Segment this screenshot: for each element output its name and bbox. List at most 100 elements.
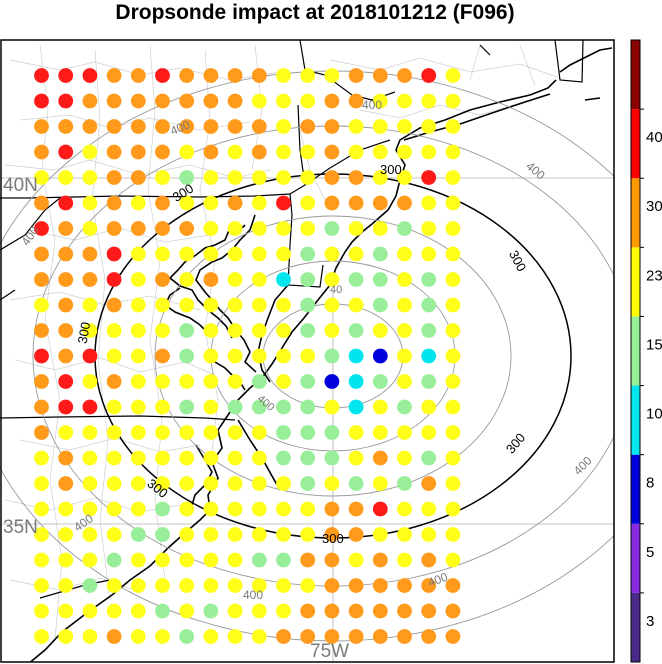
impact-dot	[203, 272, 219, 287]
impact-dot	[106, 527, 122, 542]
impact-dot	[58, 68, 74, 83]
impact-dot	[324, 425, 340, 440]
impact-dot	[179, 144, 195, 160]
impact-dot	[300, 170, 316, 185]
impact-dot	[58, 425, 74, 440]
impact-dot	[155, 323, 170, 338]
impact-dot	[372, 68, 388, 83]
impact-dot	[155, 170, 170, 185]
impact-dot	[300, 348, 316, 364]
impact-dot	[421, 578, 437, 593]
impact-dot	[276, 399, 291, 415]
impact-dot	[421, 603, 437, 619]
impact-dot	[34, 297, 49, 313]
impact-dot	[227, 68, 243, 83]
map-title: Dropsonde impact at 2018101212 (F096)	[115, 1, 515, 24]
impact-dot	[227, 195, 243, 211]
impact-dot	[276, 195, 291, 211]
impact-dot	[203, 323, 219, 338]
colorbar-bin	[631, 109, 640, 179]
impact-dot	[227, 374, 243, 389]
impact-dot	[348, 348, 364, 364]
impact-dot	[397, 348, 412, 364]
impact-dot	[397, 297, 412, 313]
impact-dot	[372, 425, 388, 440]
impact-dot	[421, 246, 437, 262]
impact-dot	[276, 578, 291, 593]
impact-dot	[155, 399, 170, 415]
impact-dot	[445, 93, 461, 109]
impact-dot	[348, 246, 364, 262]
impact-dot	[34, 68, 49, 83]
impact-dot	[300, 144, 316, 160]
impact-dot	[227, 246, 243, 262]
impact-dot	[82, 348, 98, 364]
impact-dot	[445, 399, 461, 415]
impact-dot	[58, 297, 74, 313]
impact-dot	[130, 68, 146, 83]
impact-dot	[106, 552, 122, 568]
impact-dot	[372, 246, 388, 262]
impact-dot	[372, 399, 388, 415]
impact-dot	[324, 68, 340, 83]
impact-dot	[397, 221, 412, 236]
colorbar-bin	[631, 454, 640, 524]
impact-dot	[445, 195, 461, 211]
impact-dot	[276, 476, 291, 491]
impact-dot	[445, 170, 461, 185]
impact-dot	[372, 629, 388, 644]
impact-dot	[203, 552, 219, 568]
impact-dot	[324, 527, 340, 542]
impact-dot	[58, 93, 74, 109]
impact-dot	[106, 323, 122, 338]
impact-dot	[445, 348, 461, 364]
colorbar-bin	[631, 247, 640, 317]
impact-dot	[324, 272, 340, 287]
colorbar: 3 5 8 10 15 23 30 40	[630, 39, 662, 663]
impact-dot	[276, 527, 291, 542]
impact-dot	[155, 501, 170, 517]
impact-dot	[372, 170, 388, 185]
impact-dot	[179, 323, 195, 338]
impact-dot	[58, 221, 74, 236]
impact-dot	[82, 450, 98, 466]
impact-dot	[155, 144, 170, 160]
colorbar-bin	[631, 316, 640, 386]
impact-dot	[179, 374, 195, 389]
impact-dot	[227, 552, 243, 568]
impact-dot	[397, 476, 412, 491]
impact-dot	[445, 272, 461, 287]
impact-dot	[372, 603, 388, 619]
impact-dot	[203, 603, 219, 619]
impact-dot	[421, 93, 437, 109]
impact-dot	[251, 272, 267, 287]
impact-dot	[130, 195, 146, 211]
impact-dot	[58, 476, 74, 491]
impact-dot	[300, 450, 316, 466]
impact-dot	[251, 144, 267, 160]
impact-dot	[227, 144, 243, 160]
impact-dot	[227, 450, 243, 466]
impact-dot	[203, 399, 219, 415]
impact-dot	[372, 348, 388, 364]
contour-label: 300	[503, 430, 528, 456]
colorbar-bin	[631, 523, 640, 593]
impact-dot	[251, 552, 267, 568]
impact-dot	[179, 348, 195, 364]
impact-dot	[58, 374, 74, 389]
impact-dot	[251, 93, 267, 109]
impact-dot	[421, 170, 437, 185]
impact-dot	[155, 603, 170, 619]
impact-dot	[203, 527, 219, 542]
impact-dot	[421, 68, 437, 83]
impact-dot	[106, 578, 122, 593]
impact-dot	[179, 221, 195, 236]
contour-label: 300	[506, 248, 529, 274]
impact-dot	[421, 399, 437, 415]
impact-dot	[372, 272, 388, 287]
impact-dot	[397, 629, 412, 644]
impact-dot	[445, 374, 461, 389]
impact-dot	[179, 170, 195, 185]
impact-dot	[324, 501, 340, 517]
